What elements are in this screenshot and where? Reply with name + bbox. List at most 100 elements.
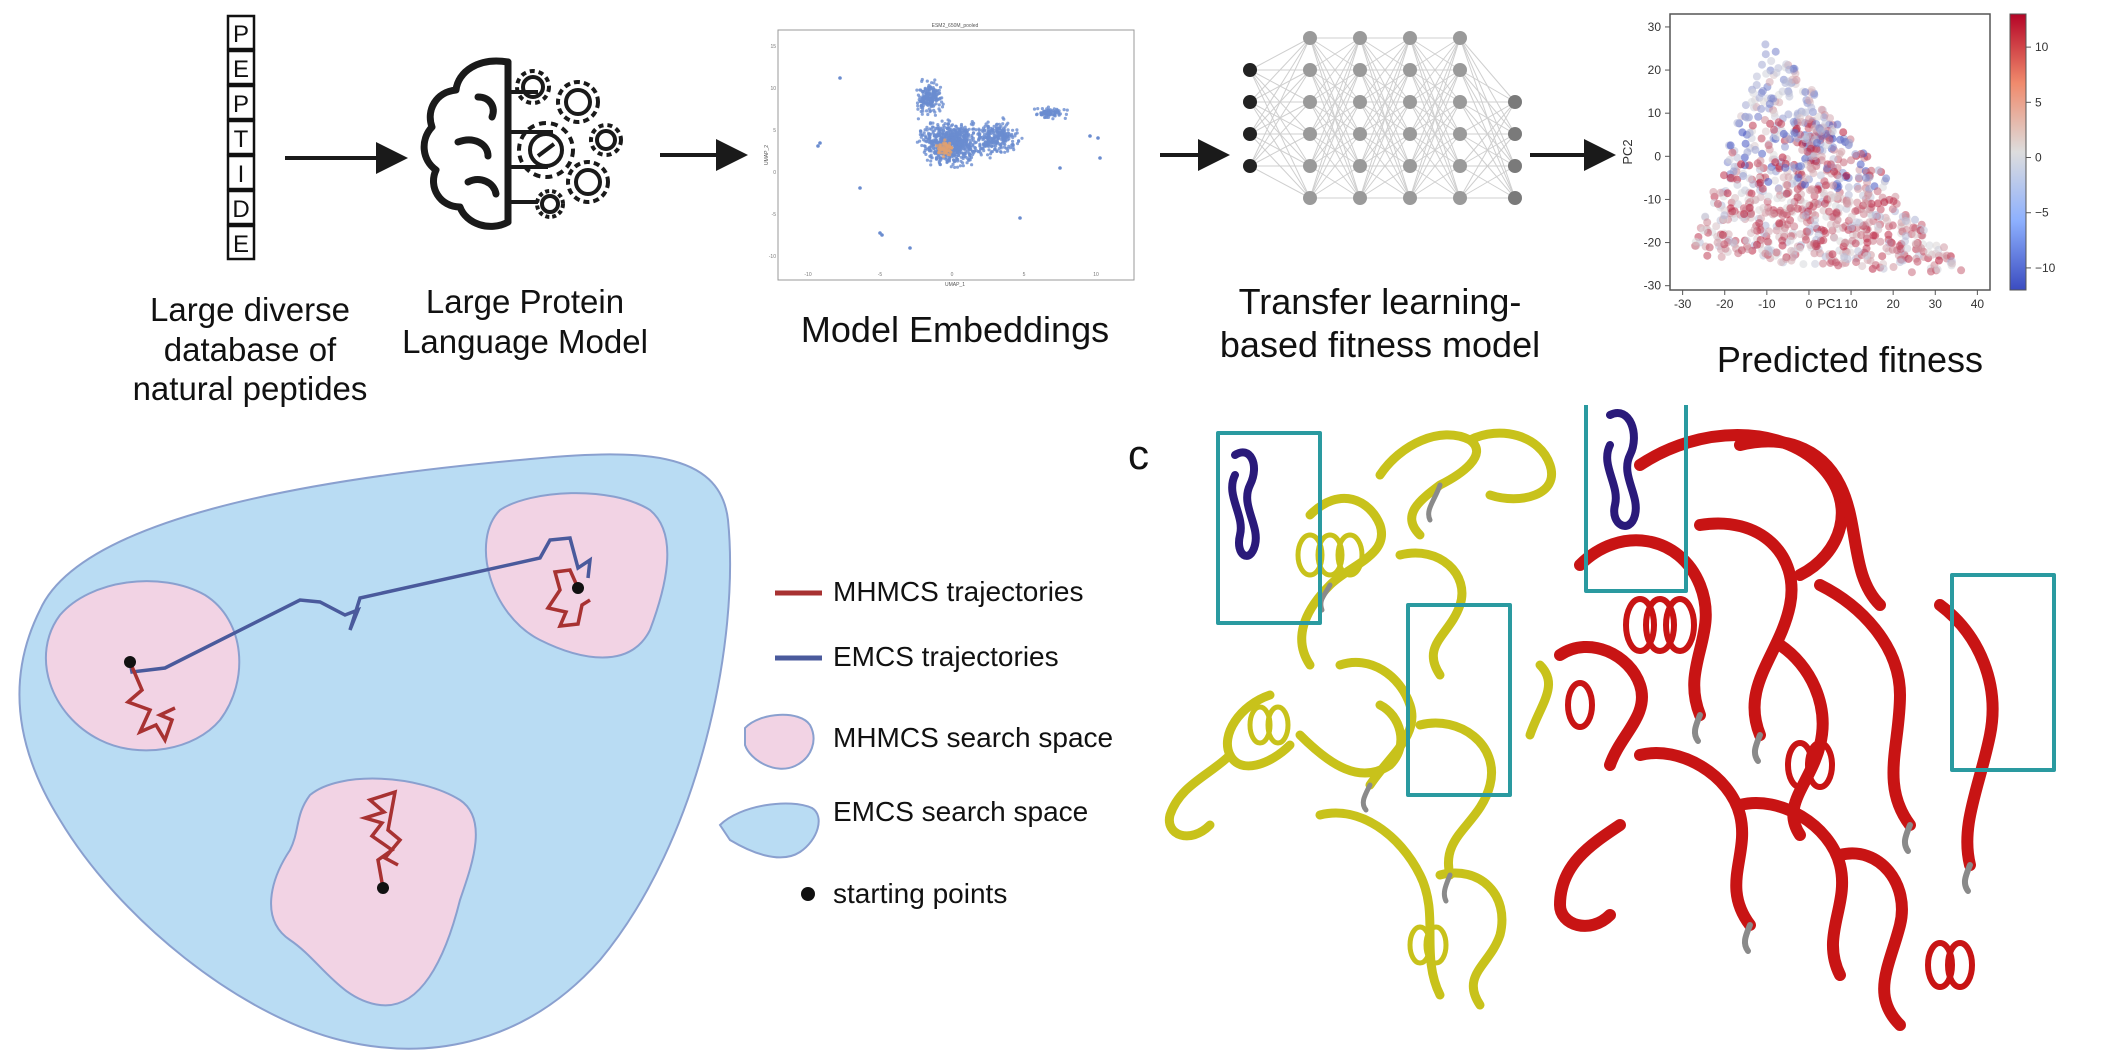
fitness-point <box>1829 181 1838 190</box>
fitness-point <box>1871 211 1880 219</box>
embedding-point <box>961 164 965 168</box>
nn-edge <box>1409 37 1461 135</box>
fitness-point <box>1761 116 1769 124</box>
embedding-point <box>928 110 932 114</box>
embedding-point <box>996 127 1001 131</box>
fitness-point <box>1758 60 1766 69</box>
fitness-point <box>1773 194 1782 203</box>
embedding-point <box>926 112 930 117</box>
neural-network-diagram <box>1243 31 1522 205</box>
fitness-point <box>1801 199 1810 208</box>
embedding-point <box>953 159 957 163</box>
fitness-point <box>1911 215 1919 224</box>
embedding-point <box>925 109 929 113</box>
fitness-point <box>1734 200 1742 209</box>
fitness-point <box>1761 40 1770 49</box>
embedding-point <box>937 133 941 138</box>
mhmcs-trajectory-left <box>124 661 176 745</box>
fitness-point <box>1854 173 1863 182</box>
embedding-point <box>955 145 959 149</box>
fitness-point <box>1804 124 1813 133</box>
fitness-point <box>1745 128 1754 137</box>
embedding-point <box>999 150 1003 154</box>
fitness-point <box>1806 186 1815 195</box>
nn-node <box>1303 127 1317 141</box>
nn-node <box>1508 95 1522 109</box>
fitness-point <box>1904 254 1913 263</box>
embedding-point <box>946 126 950 130</box>
fitness-point <box>1692 241 1701 250</box>
fitness-point <box>1933 265 1942 274</box>
nn-edge <box>1409 37 1461 167</box>
embedding-point <box>953 165 957 169</box>
embedding-point <box>971 131 976 135</box>
fitness-point <box>1747 189 1756 198</box>
embedding-point <box>921 105 925 109</box>
embedding-point <box>940 119 944 123</box>
nn-edge <box>1359 101 1411 199</box>
nn-edge <box>1249 37 1311 71</box>
fitness-point <box>1761 127 1770 136</box>
embedding-point <box>1002 135 1006 139</box>
embedding-point <box>942 128 946 132</box>
fitness-point <box>1803 228 1812 237</box>
mhmcs-region-bottom <box>270 777 477 1007</box>
embedding-point <box>937 151 941 155</box>
start-point-right <box>572 582 584 594</box>
fitness-point <box>1802 235 1810 244</box>
embedding-point <box>952 151 956 155</box>
fitness-point <box>1862 252 1871 261</box>
fitness-point <box>1742 113 1751 122</box>
fitness-point <box>1925 241 1934 250</box>
nn-edge <box>1249 37 1311 135</box>
embedding-point <box>962 147 966 151</box>
mhmcs-trajectory-bottom <box>359 789 403 889</box>
nn-node <box>1453 31 1467 45</box>
fitness-point <box>1752 72 1761 81</box>
peptide-letter: D <box>232 196 249 223</box>
fitness-point <box>1746 210 1755 218</box>
fitness-point <box>1821 181 1830 190</box>
fitness-point <box>1865 218 1874 227</box>
nn-node <box>1453 63 1467 77</box>
fitness-point <box>1797 118 1806 126</box>
nn-edge <box>1459 101 1516 135</box>
embedding-point <box>1013 134 1017 138</box>
fitness-point <box>1957 266 1966 275</box>
fitness-point <box>1742 236 1751 245</box>
emcs-trajectory <box>128 536 593 674</box>
nn-node <box>1243 127 1257 141</box>
fitness-point <box>1856 160 1865 169</box>
embedding-point <box>1062 108 1066 112</box>
embedding-point <box>1050 109 1054 113</box>
fitness-point <box>1758 149 1767 158</box>
embedding-point <box>958 128 962 132</box>
embedding-point <box>920 143 924 148</box>
peptide-letter-box <box>226 154 256 191</box>
embedding-point <box>923 87 927 91</box>
fitness-point <box>1753 159 1762 168</box>
embedding-point <box>948 141 952 145</box>
embedding-point <box>990 150 994 154</box>
nn-edge <box>1309 37 1361 167</box>
fitness-point <box>1832 208 1841 217</box>
fitness-point <box>1931 249 1940 258</box>
fitness-point <box>1737 160 1746 169</box>
nn-node <box>1303 31 1317 45</box>
fitness-point <box>1729 167 1738 176</box>
nn-edge <box>1459 165 1516 199</box>
embedding-point <box>1003 142 1007 147</box>
embedding-point <box>938 162 942 166</box>
fitness-point <box>1854 184 1863 193</box>
fitness-point <box>1804 115 1813 124</box>
fitness-point <box>1814 230 1823 239</box>
embedding-point <box>999 142 1003 147</box>
embedding-point <box>918 139 922 143</box>
fitness-point <box>1767 57 1776 65</box>
legend-mhmcs-space-swatch <box>744 713 815 770</box>
fitness-point <box>1743 148 1752 157</box>
embedding-point <box>965 130 969 135</box>
fitness-point <box>1784 77 1793 86</box>
nn-node <box>1453 127 1467 141</box>
nn-edge <box>1249 37 1311 103</box>
